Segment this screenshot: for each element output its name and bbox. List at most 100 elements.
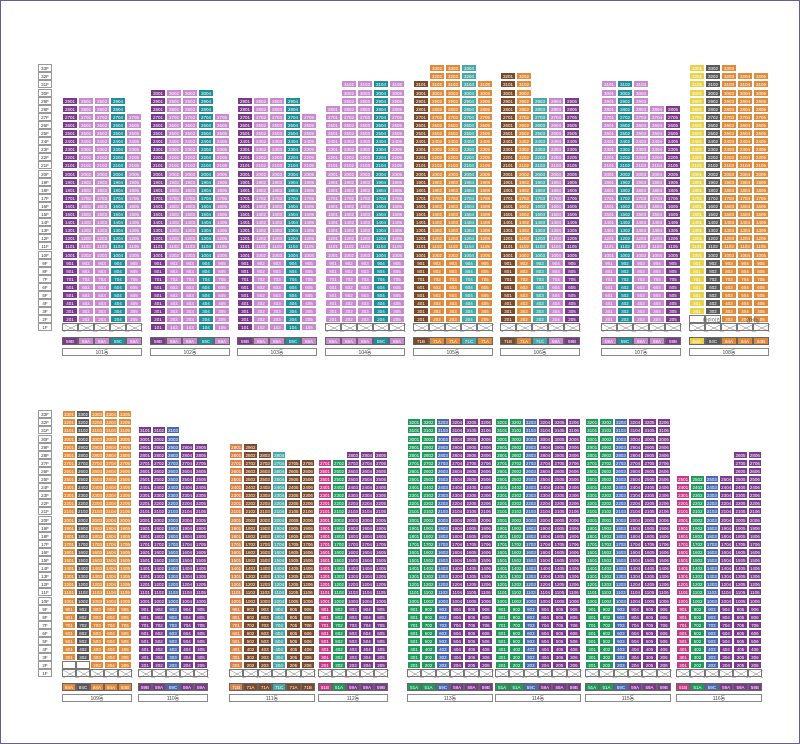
unit-cell: 501 — [318, 637, 332, 646]
unit-cell: 401 — [138, 645, 152, 654]
unit-type-label: 84C — [705, 337, 721, 345]
unit-cell: 1803 — [613, 531, 628, 540]
unit-cell: 1201 — [62, 580, 76, 589]
unit-cell: 2805 — [753, 104, 769, 113]
unit-cell: 1305 — [301, 226, 317, 235]
unit-cell: 2304 — [461, 145, 477, 154]
unit-cell: 1703 — [90, 539, 104, 548]
empty-cell — [753, 323, 770, 333]
unit-cell: 2602 — [152, 466, 166, 475]
unit-cell: 2806 — [747, 450, 762, 459]
unit-cell: 1102 — [78, 242, 94, 251]
unit-cell: 404 — [737, 299, 753, 308]
unit-cell: 902 — [78, 258, 94, 267]
unit-cell: 2003 — [257, 515, 272, 524]
unit-cell: 206 — [656, 661, 671, 670]
unit-cell: 2604 — [628, 466, 643, 475]
unit-cell: 2601 — [495, 466, 510, 475]
unit-cell: 202 — [599, 661, 614, 670]
unit-cell: 2201 — [138, 499, 152, 508]
unit-cell: 2302 — [509, 491, 524, 500]
unit-cell: 1604 — [461, 201, 477, 210]
floor-label: 21F — [38, 161, 52, 170]
unit-cell: 2604 — [649, 120, 665, 129]
unit-cell: 2202 — [509, 499, 524, 508]
unit-cell: 1404 — [180, 564, 194, 573]
empty-cell — [229, 669, 245, 679]
unit-cell: 1601 — [237, 201, 253, 210]
unit-cell: 1504 — [538, 556, 553, 565]
unit-cell: 1904 — [110, 177, 126, 186]
unit-cell: 2205 — [464, 499, 479, 508]
unit-cell: 2005 — [126, 169, 142, 178]
unit-cell: 2401 — [318, 483, 332, 492]
empty-cell — [721, 323, 738, 333]
empty-cell — [152, 669, 167, 679]
unit-cell: 2504 — [548, 129, 564, 138]
unit-cell: 206 — [566, 661, 581, 670]
empty-cell — [243, 669, 259, 679]
unit-cell: 2801 — [601, 104, 617, 113]
unit-cell: 1006 — [747, 596, 762, 605]
unit-cell: 903 — [633, 258, 649, 267]
unit-cell: 1301 — [495, 572, 510, 581]
empty-cell — [733, 669, 749, 679]
empty-cell — [194, 669, 209, 679]
unit-cell: 604 — [360, 628, 374, 637]
unit-cell: 502 — [690, 637, 705, 646]
unit-cell: 802 — [76, 612, 90, 621]
unit-cell: 104 — [198, 323, 214, 332]
unit-cell: 3103 — [613, 426, 628, 435]
unit-cell: 2905 — [642, 442, 657, 451]
floor-label: 28F — [38, 450, 52, 459]
unit-cell: 203 — [269, 315, 285, 324]
unit-cell: 704 — [272, 620, 287, 629]
unit-cell: 2005 — [286, 515, 301, 524]
unit-cell: 302 — [152, 653, 166, 662]
unit-cell: 2505 — [194, 475, 208, 484]
unit-cell: 303 — [94, 307, 110, 316]
unit-cell: 2201 — [62, 499, 76, 508]
unit-cell: 902 — [516, 258, 532, 267]
unit-cell: 2605 — [286, 466, 301, 475]
unit-cell: 2506 — [566, 475, 581, 484]
unit-cell: 1601 — [62, 547, 76, 556]
unit-cell: 803 — [94, 266, 110, 275]
unit-cell: 1405 — [552, 564, 567, 573]
unit-cell: 2701 — [585, 458, 600, 467]
unit-cell: 504 — [198, 291, 214, 300]
unit-cell: 1502 — [332, 556, 346, 565]
empty-cell — [689, 323, 706, 333]
unit-cell: 2604 — [110, 120, 126, 129]
unit-cell: 2302 — [76, 491, 90, 500]
unit-cell: 2802 — [253, 104, 269, 113]
unit-cell: 2803 — [94, 104, 110, 113]
empty-cell — [705, 323, 722, 333]
unit-cell: 2704 — [104, 458, 118, 467]
unit-cell: 2402 — [516, 137, 532, 146]
unit-cell: 2501 — [407, 475, 422, 484]
unit-cell: 2203 — [346, 499, 360, 508]
unit-cell: 402 — [76, 645, 90, 654]
unit-cell: 502 — [78, 291, 94, 300]
unit-cell: 704 — [110, 274, 126, 283]
unit-cell: 2104 — [180, 507, 194, 516]
unit-cell: 2603 — [90, 466, 104, 475]
floor-label: 22F — [38, 153, 52, 162]
unit-cell: 1903 — [435, 523, 450, 532]
unit-cell: 1305 — [642, 572, 657, 581]
unit-cell: 2705 — [477, 112, 493, 121]
unit-cell: 804 — [110, 266, 126, 275]
unit-cell: 1805 — [389, 185, 405, 194]
unit-cell: 703 — [166, 620, 180, 629]
empty-cell — [62, 323, 79, 333]
unit-cell: 404 — [628, 645, 643, 654]
unit-cell: 1206 — [747, 580, 762, 589]
unit-cell: 901 — [62, 604, 76, 613]
floor-label: 4F — [38, 645, 52, 654]
unit-type-label: 59A — [719, 683, 734, 691]
unit-cell: 505 — [301, 291, 317, 300]
unit-cell: 2501 — [413, 129, 429, 138]
unit-cell: 204 — [737, 315, 753, 324]
unit-cell: 2004 — [272, 515, 287, 524]
